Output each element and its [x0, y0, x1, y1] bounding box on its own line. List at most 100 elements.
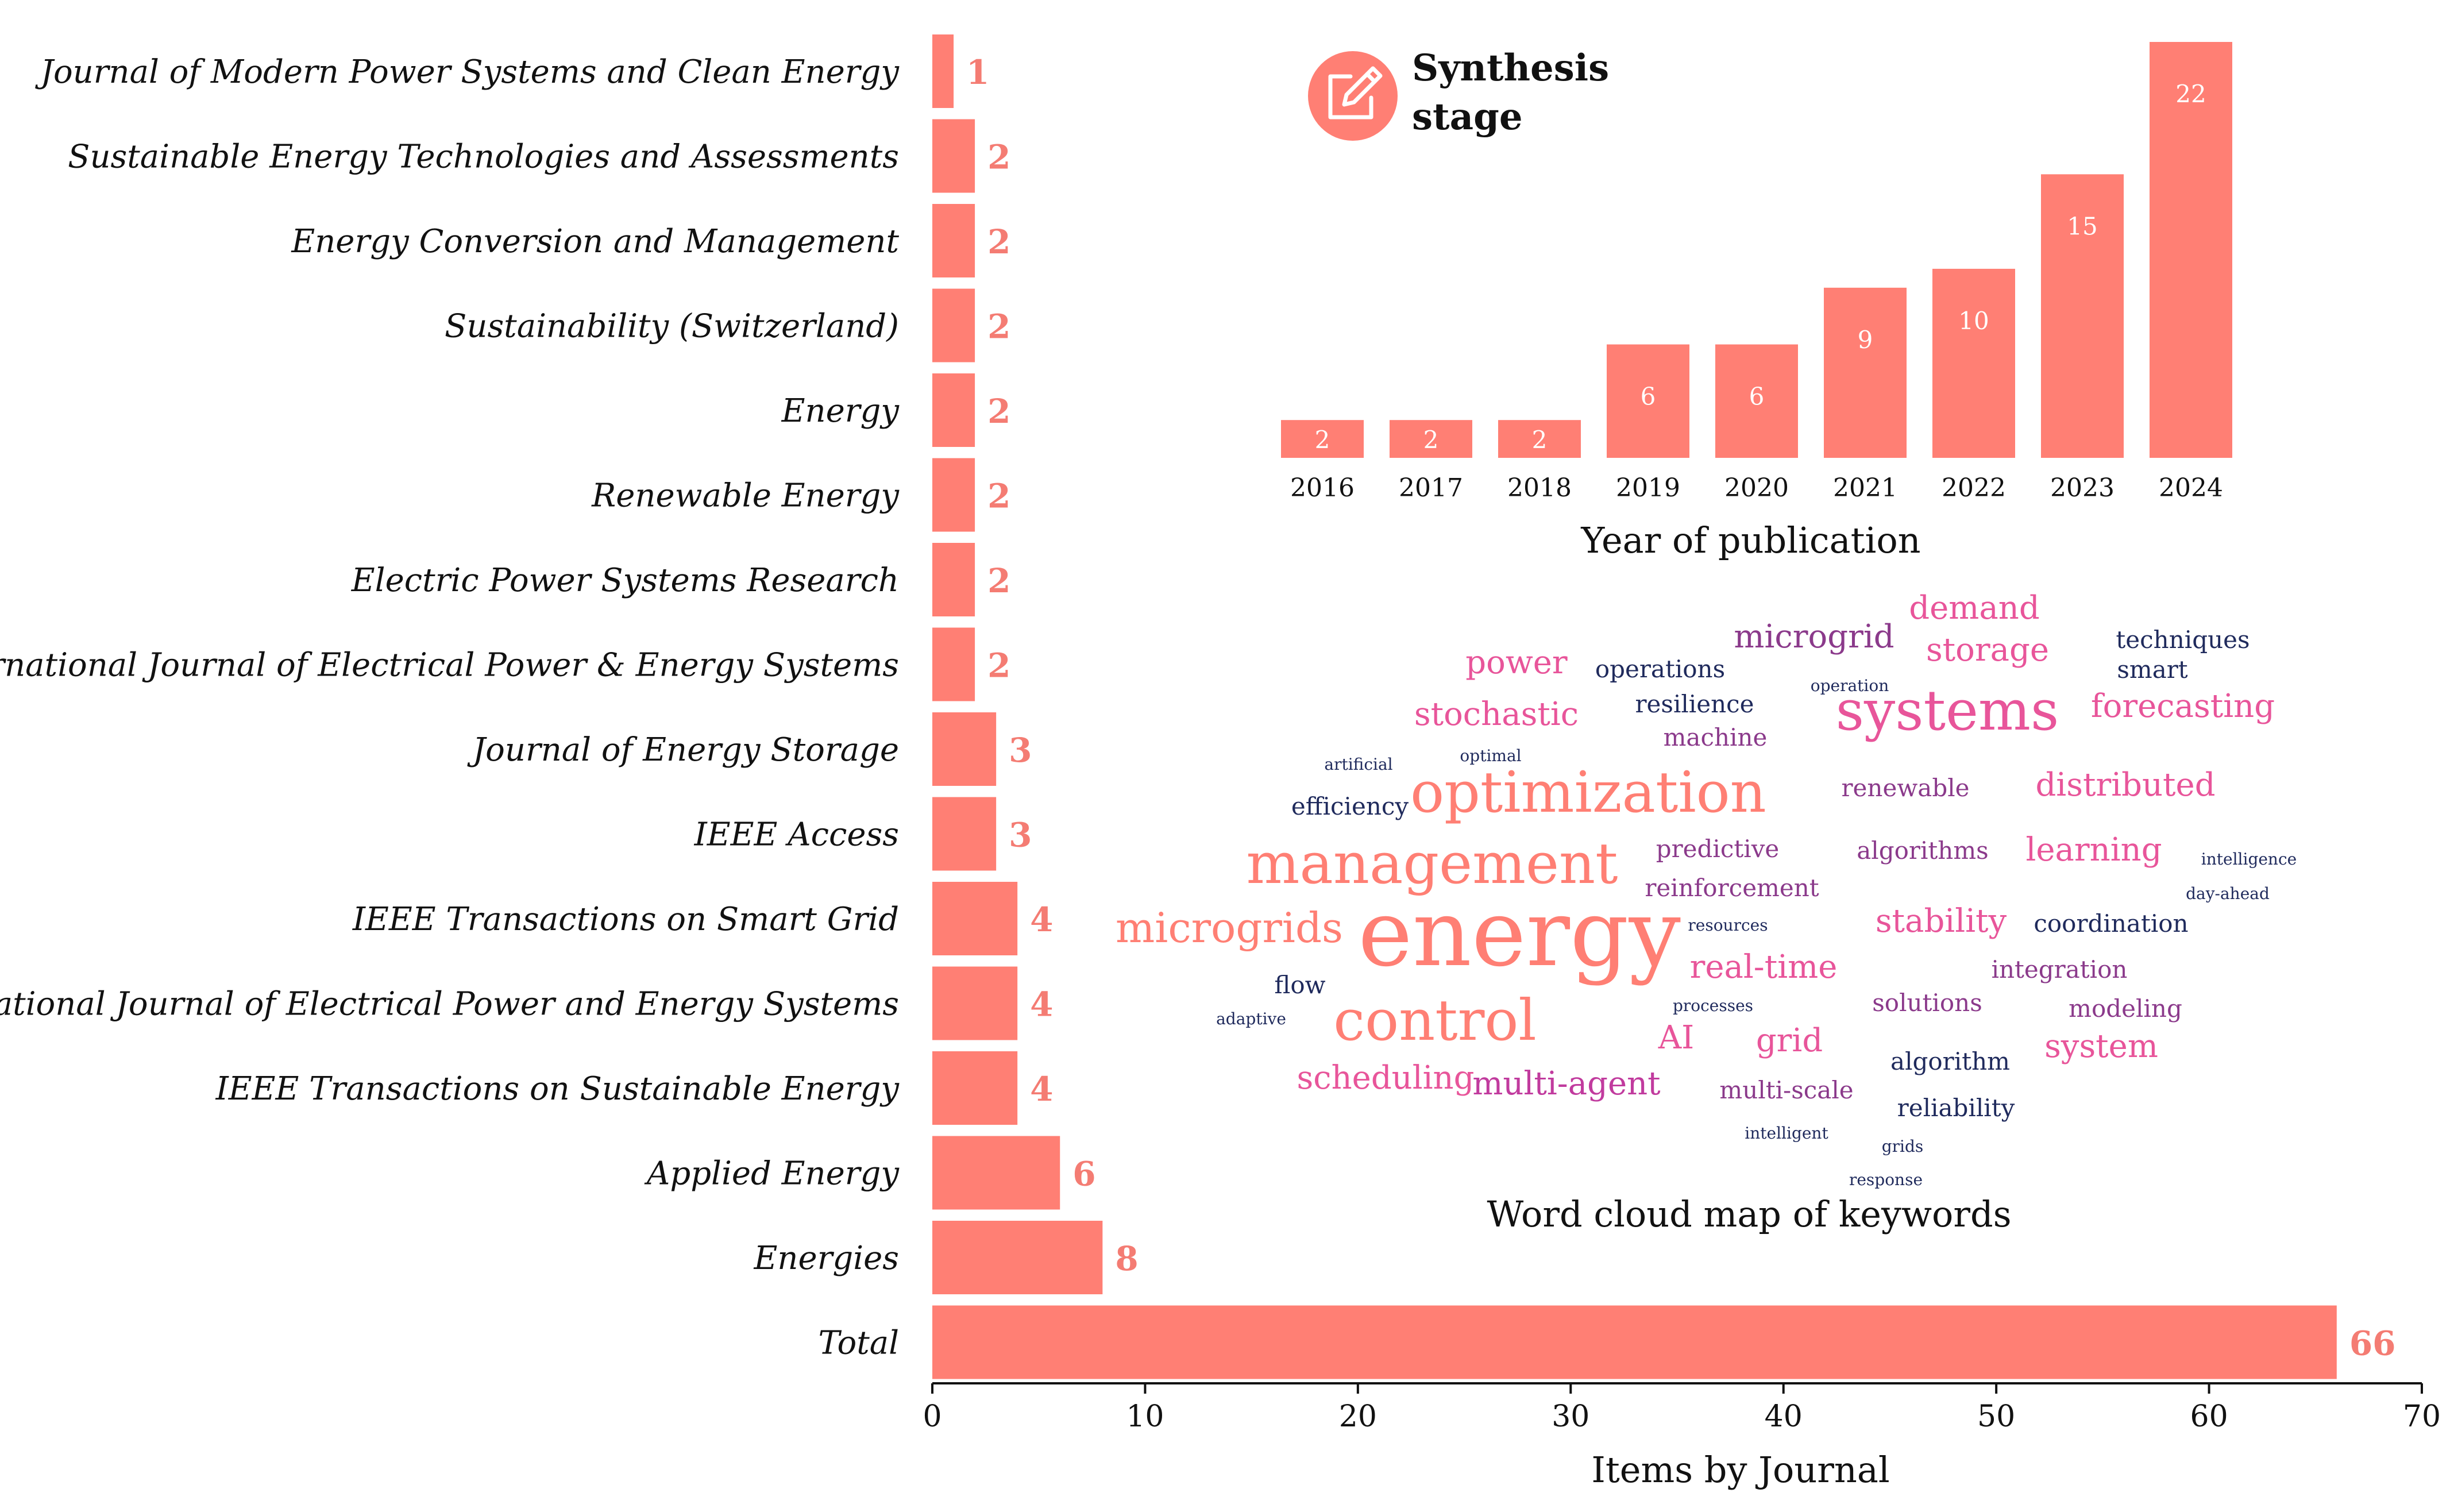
- journal-label: Journal of Modern Power Systems and Clea…: [35, 53, 900, 91]
- word-cloud-word: scheduling: [1297, 1059, 1475, 1097]
- word-cloud-word: multi-scale: [1719, 1076, 1853, 1104]
- journal-value-label: 2: [987, 392, 1010, 431]
- word-cloud-word: operation: [1811, 676, 1889, 695]
- year-bar: [1498, 420, 1581, 458]
- year-tick-label: 2020: [1724, 473, 1789, 503]
- year-value-label: 15: [2067, 212, 2097, 240]
- journal-bar: [932, 288, 975, 362]
- journal-value-label: 2: [987, 646, 1010, 685]
- year-bar: [1715, 344, 1798, 458]
- journal-label: IEEE Transactions on Smart Grid: [352, 901, 899, 938]
- word-cloud-word: grid: [1756, 1022, 1823, 1059]
- year-bar: [1824, 287, 1907, 458]
- journal-bar: [932, 712, 997, 786]
- word-cloud-word: AI: [1658, 1019, 1695, 1056]
- word-cloud-word: day-ahead: [2186, 884, 2270, 903]
- journal-bar: [932, 1221, 1103, 1294]
- word-cloud-word: optimization: [1410, 760, 1766, 826]
- year-tick-label: 2019: [1616, 473, 1680, 503]
- word-cloud-word: microgrid: [1734, 618, 1894, 655]
- synthesis-stage-line1: Synthesis: [1412, 47, 1609, 90]
- word-cloud-word: resources: [1688, 916, 1768, 935]
- word-cloud-word: system: [2044, 1028, 2158, 1065]
- journal-value-label: 3: [1009, 816, 1032, 855]
- journal-label: International Journal of Electrical Powe…: [0, 986, 899, 1023]
- word-cloud-word: resilience: [1635, 690, 1754, 718]
- journal-label: Journal of Energy Storage: [467, 731, 899, 769]
- year-value-label: 22: [2175, 80, 2206, 108]
- journal-x-tick-label: 40: [1765, 1399, 1803, 1434]
- word-cloud-word: real-time: [1690, 948, 1838, 986]
- word-cloud-word: energy: [1358, 880, 1681, 987]
- year-tick-label: 2024: [2159, 473, 2223, 503]
- journal-label: Energies: [754, 1240, 900, 1277]
- journal-label: Sustainable Energy Technologies and Asse…: [68, 138, 899, 176]
- journal-bar-chart: Journal of Modern Power Systems and Clea…: [0, 34, 2396, 1379]
- year-x-axis-title: Year of publication: [1580, 519, 1920, 561]
- journal-bar: [932, 1136, 1060, 1210]
- word-cloud-word: adaptive: [1216, 1009, 1286, 1028]
- keyword-word-cloud: demand microgrid techniques storage power ope…: [1116, 589, 2297, 1189]
- word-cloud-word: intelligent: [1745, 1124, 1828, 1143]
- journal-label: Applied Energy: [644, 1155, 900, 1193]
- journal-value-label: 8: [1115, 1239, 1138, 1278]
- word-cloud-word: control: [1333, 988, 1537, 1054]
- word-cloud-word: smart: [2117, 655, 2187, 684]
- journal-label: Sustainability (Switzerland): [445, 308, 899, 345]
- word-cloud-word: demand: [1909, 589, 2039, 627]
- word-cloud-word: systems: [1836, 678, 2059, 743]
- synthesis-stage-line2: stage: [1412, 95, 1523, 138]
- word-cloud-word: reliability: [1897, 1094, 2015, 1122]
- journal-label: Energy Conversion and Management: [291, 223, 899, 260]
- journal-bar: [932, 204, 975, 277]
- year-value-label: 10: [1958, 307, 1989, 335]
- word-cloud-word: response: [1849, 1170, 1923, 1189]
- edit-note-icon: [1328, 66, 1383, 119]
- year-bar: [2150, 42, 2232, 458]
- year-value-label: 2: [1315, 426, 1330, 454]
- year-bar: [1932, 268, 2015, 458]
- word-cloud-word: power: [1465, 644, 1568, 681]
- journal-label: Renewable Energy: [591, 477, 900, 515]
- year-tick-label: 2017: [1399, 473, 1463, 503]
- journal-value-label: 4: [1030, 1070, 1053, 1109]
- journal-bar: [932, 373, 975, 447]
- word-cloud-word: integration: [1992, 955, 2128, 983]
- journal-label: Total: [818, 1325, 899, 1362]
- word-cloud-word: flow: [1274, 971, 1325, 999]
- journal-value-label: 1: [966, 53, 989, 92]
- word-cloud-word: grids: [1882, 1137, 1924, 1156]
- word-cloud-word: processes: [1673, 996, 1753, 1015]
- word-cloud-word: solutions: [1872, 989, 1982, 1017]
- journal-x-tick-label: 30: [1552, 1399, 1589, 1434]
- journal-x-tick-label: 70: [2403, 1399, 2441, 1434]
- journal-value-label: 6: [1072, 1155, 1095, 1194]
- journal-value-label: 4: [1030, 985, 1053, 1024]
- journal-x-tick-label: 60: [2190, 1399, 2228, 1434]
- year-tick-label: 2023: [2050, 473, 2115, 503]
- word-cloud-word: operations: [1595, 655, 1725, 683]
- word-cloud-word: artificial: [1324, 755, 1392, 774]
- journal-label: Electric Power Systems Research: [351, 562, 899, 599]
- word-cloud-word: stability: [1876, 902, 2007, 940]
- word-cloud-word: efficiency: [1291, 792, 1409, 820]
- year-tick-label: 2021: [1833, 473, 1897, 503]
- journal-bar: [932, 1305, 2337, 1379]
- journal-label: IEEE Transactions on Sustainable Energy: [215, 1070, 900, 1108]
- year-value-label: 6: [1641, 383, 1656, 411]
- year-value-label: 2: [1532, 426, 1548, 454]
- journal-value-label: 2: [987, 138, 1010, 177]
- journal-label: Energy: [781, 392, 900, 430]
- journal-value-label: 66: [2349, 1324, 2396, 1363]
- year-tick-label: 2018: [1507, 473, 1572, 503]
- journal-x-tick-label: 50: [1977, 1399, 2015, 1434]
- year-value-label: 9: [1858, 326, 1873, 354]
- journal-x-tick-label: 10: [1126, 1399, 1164, 1434]
- journal-bar: [932, 1051, 1018, 1125]
- year-tick-label: 2016: [1290, 473, 1355, 503]
- year-bar: [1281, 420, 1364, 458]
- journal-value-label: 3: [1009, 731, 1032, 770]
- year-bar: [1607, 344, 1689, 458]
- year-tick-label: 2022: [1942, 473, 2006, 503]
